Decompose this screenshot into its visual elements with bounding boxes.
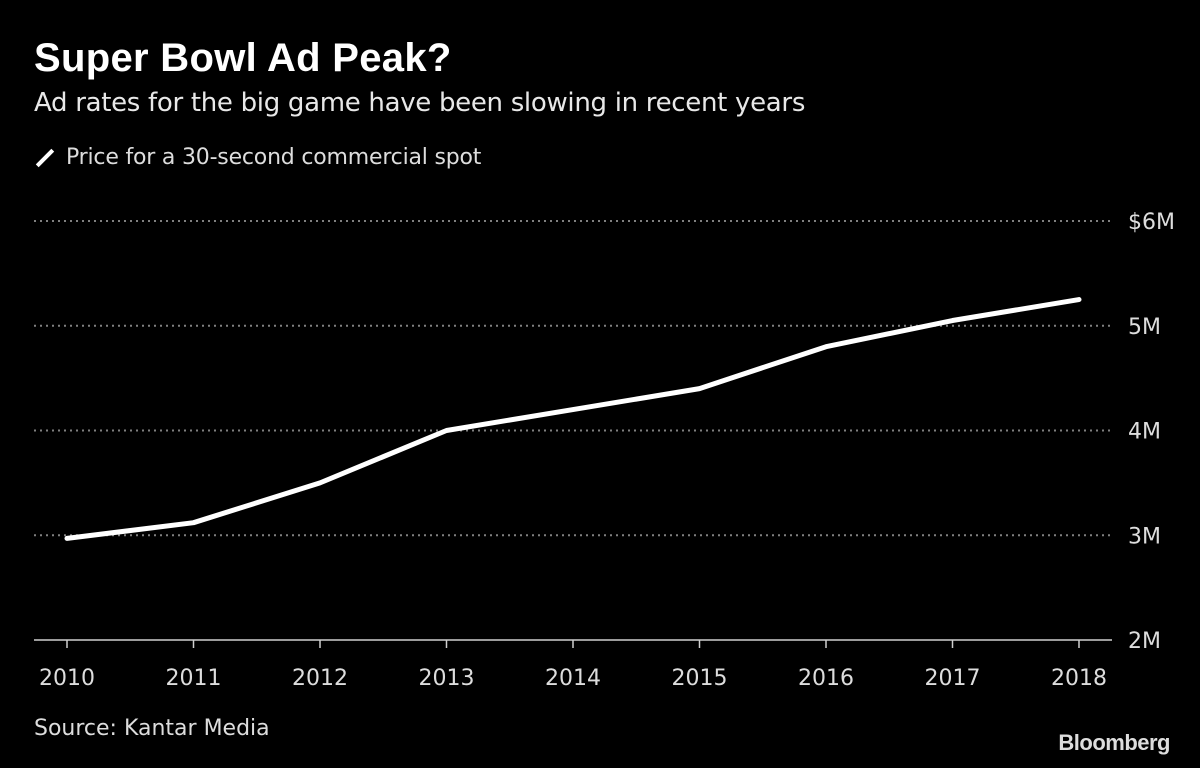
source-note: Source: Kantar Media — [34, 716, 270, 741]
x-tick-label: 2018 — [1051, 666, 1107, 691]
chart-subtitle: Ad rates for the big game have been slow… — [34, 88, 806, 118]
y-tick-label: $6M — [1128, 210, 1175, 235]
x-tick-label: 2010 — [39, 666, 95, 691]
y-tick-label: 4M — [1128, 420, 1161, 445]
x-tick-label: 2012 — [292, 666, 348, 691]
x-tick-label: 2016 — [798, 666, 854, 691]
legend: Price for a 30-second commercial spot — [34, 145, 481, 170]
y-tick-label: 5M — [1128, 315, 1161, 340]
x-tick-label: 2013 — [419, 666, 475, 691]
bloomberg-logo: Bloomberg — [1058, 730, 1170, 755]
x-tick-label: 2014 — [545, 666, 601, 691]
y-tick-label: 3M — [1128, 524, 1161, 549]
y-tick-label: 2M — [1128, 629, 1161, 654]
x-tick-label: 2015 — [672, 666, 728, 691]
chart-title: Super Bowl Ad Peak? — [34, 36, 452, 80]
series-line-price — [64, 297, 1082, 541]
x-tick-label: 2017 — [925, 666, 981, 691]
x-tick-label: 2011 — [166, 666, 222, 691]
legend-label: Price for a 30-second commercial spot — [66, 145, 482, 170]
